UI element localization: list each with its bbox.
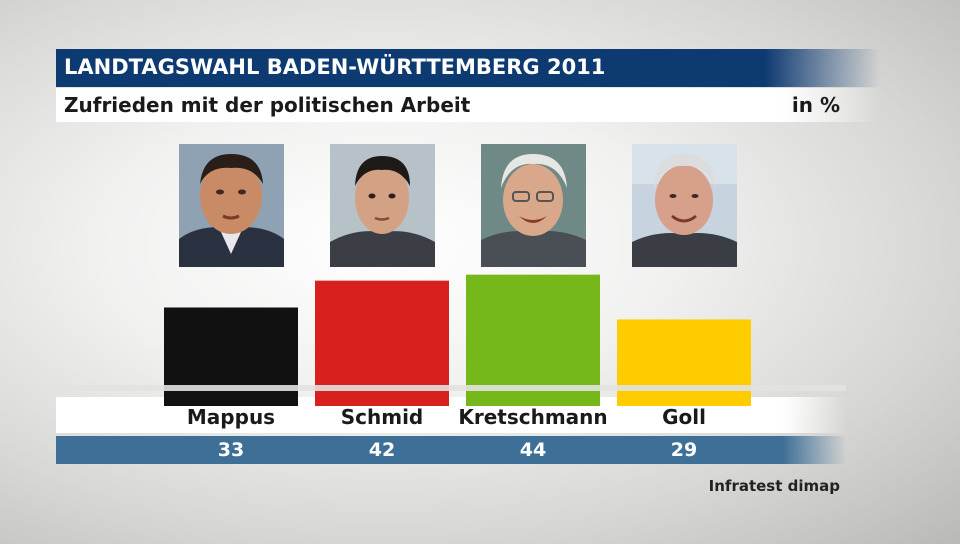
bar-mappus xyxy=(164,307,298,406)
portrait-mappus xyxy=(179,144,284,267)
value-band xyxy=(56,436,846,464)
bar-kretschmann xyxy=(466,274,600,406)
category-label: Kretschmann xyxy=(458,405,608,429)
value-label: 42 xyxy=(368,439,396,461)
unit-label: in % xyxy=(791,93,840,117)
subtitle-bar: Zufrieden mit der politischen Arbeit in … xyxy=(56,88,880,122)
chart-subtitle: Zufrieden mit der politischen Arbeit xyxy=(64,93,471,117)
source-label: Infratest dimap xyxy=(708,477,840,495)
category-label: Goll xyxy=(662,405,706,429)
category-label: Mappus xyxy=(186,405,276,429)
bar-goll xyxy=(617,319,751,406)
chart-title: LANDTAGSWAHL BADEN-WÜRTTEMBERG 2011 xyxy=(64,55,606,79)
portrait-schmid xyxy=(330,144,435,267)
category-label: Schmid xyxy=(340,405,424,429)
portrait-kretschmann xyxy=(481,144,586,267)
portrait-goll xyxy=(632,144,737,267)
value-label: 44 xyxy=(519,439,547,461)
value-label: 29 xyxy=(670,439,698,461)
title-bar: LANDTAGSWAHL BADEN-WÜRTTEMBERG 2011 xyxy=(56,49,880,87)
value-label: 33 xyxy=(217,439,245,461)
baseline-shadow xyxy=(56,385,846,391)
